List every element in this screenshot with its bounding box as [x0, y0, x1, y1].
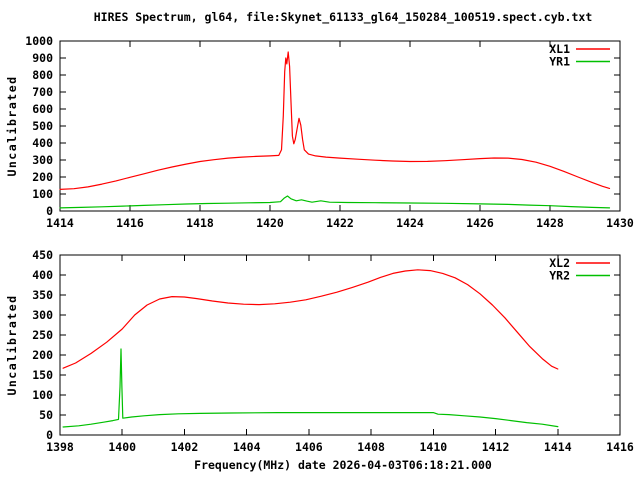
x-tick-label: 1404 [233, 440, 261, 454]
y-tick-label: 300 [32, 308, 53, 322]
y-tick-label: 200 [32, 348, 53, 362]
x-tick-label: 1412 [482, 440, 510, 454]
legend-label-YR1: YR1 [549, 55, 570, 69]
x-tick-label: 1398 [46, 440, 74, 454]
x-tick-label: 1410 [419, 440, 447, 454]
x-axis-label: Frequency(MHz) date 2026-04-03T06:18:21.… [194, 458, 492, 472]
x-tick-label: 1424 [396, 216, 424, 230]
x-tick-label: 1430 [606, 216, 634, 230]
y-tick-label: 500 [32, 119, 53, 133]
plot-frame [59, 254, 621, 436]
y-tick-label: 100 [32, 388, 53, 402]
chart-title: HIRES Spectrum, gl64, file:Skynet_61133_… [93, 10, 593, 24]
y-tick-label: 150 [32, 368, 53, 382]
y-tick-label: 800 [32, 68, 53, 82]
x-tick-label: 1420 [256, 216, 284, 230]
y-tick-label: 100 [32, 187, 53, 201]
y-tick-label: 700 [32, 85, 53, 99]
top-plot: 1414 1416 1418 1420 1422 1424 1426 1428 1430 0 100… [5, 34, 634, 230]
y-tick-label: 0 [46, 204, 53, 218]
x-tick-label: 1416 [606, 440, 634, 454]
series-YR2 [62, 348, 559, 428]
series-YR1 [59, 195, 611, 209]
y-axis-label: Uncalibrated [5, 294, 19, 395]
x-tick-label: 1422 [326, 216, 354, 230]
bottom-plot: 1398 1400 1402 1404 1406 1408 1410 1412 1414 1416… [5, 248, 634, 454]
y-tick-label: 600 [32, 102, 53, 116]
y-tick-label: 1000 [25, 34, 53, 48]
x-tick-label: 1400 [108, 440, 136, 454]
x-tick-label: 1418 [186, 216, 214, 230]
series-XL1 [59, 51, 611, 190]
y-tick-label: 900 [32, 51, 53, 65]
y-tick-label: 350 [32, 288, 53, 302]
legend-label-YR2: YR2 [549, 269, 570, 283]
x-tick-label: 1402 [171, 440, 199, 454]
x-tick-label: 1428 [536, 216, 564, 230]
series-XL2 [62, 269, 559, 370]
y-tick-label: 450 [32, 248, 53, 262]
x-tick-label: 1406 [295, 440, 323, 454]
x-tick-label: 1408 [357, 440, 385, 454]
plot-frame [59, 40, 621, 212]
legend-label-XL1: XL1 [549, 42, 570, 56]
y-tick-label: 0 [46, 428, 53, 442]
y-axis-label: Uncalibrated [5, 75, 19, 176]
y-tick-label: 400 [32, 136, 53, 150]
legend-label-XL2: XL2 [549, 256, 570, 270]
y-tick-label: 300 [32, 153, 53, 167]
y-tick-label: 50 [39, 408, 53, 422]
x-tick-label: 1426 [466, 216, 494, 230]
y-tick-label: 200 [32, 170, 53, 184]
x-tick-label: 1416 [116, 216, 144, 230]
x-tick-label: 1414 [46, 216, 74, 230]
y-tick-label: 250 [32, 328, 53, 342]
x-tick-label: 1414 [544, 440, 572, 454]
y-tick-label: 400 [32, 268, 53, 282]
